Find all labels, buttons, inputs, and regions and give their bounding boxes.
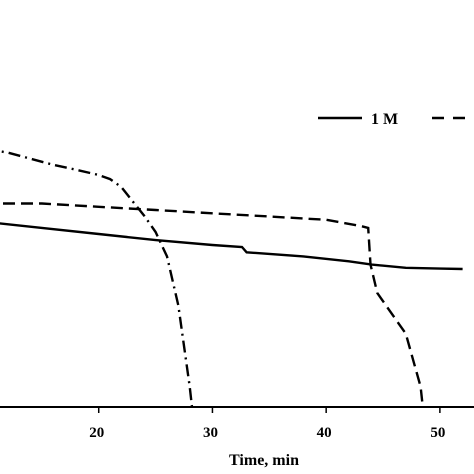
series-line-1 [0,222,463,271]
axes: 20 30 40 50 [0,406,474,441]
x-axis-title: Time, min [229,452,299,469]
x-tick-label: 40 [317,425,332,441]
plot-area [0,150,463,407]
x-tick-label: 20 [89,425,104,441]
series-line-3 [0,150,194,407]
legend-label-1: 1 M [371,111,398,128]
series-line-2 [0,202,424,407]
x-tick-label: 30 [203,425,218,441]
legend: 1 M [318,111,474,128]
x-tick-label: 50 [430,425,445,441]
